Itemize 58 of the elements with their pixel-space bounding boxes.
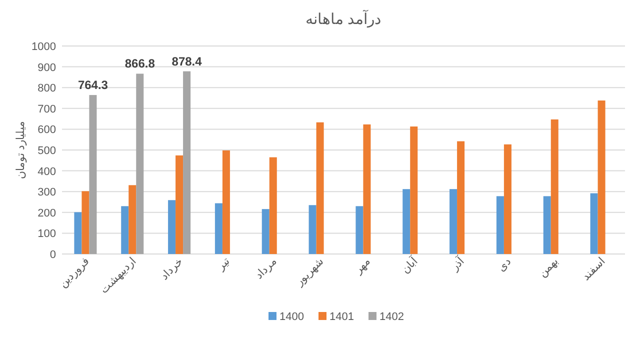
bar bbox=[89, 95, 97, 254]
y-tick-label: 0 bbox=[50, 249, 56, 261]
y-tick-label: 400 bbox=[38, 166, 56, 178]
x-tick-label: شهریور bbox=[292, 256, 326, 289]
x-tick-label: دی bbox=[495, 256, 514, 274]
bar bbox=[262, 209, 270, 254]
x-tick-label: مهر bbox=[352, 256, 374, 277]
y-tick-label: 200 bbox=[38, 207, 56, 220]
bar bbox=[176, 155, 184, 254]
chart-title: درآمد ماهانه bbox=[305, 10, 382, 28]
bar bbox=[74, 212, 82, 254]
bar bbox=[356, 206, 364, 254]
y-tick-label: 800 bbox=[38, 82, 56, 95]
y-tick-label: 500 bbox=[38, 145, 56, 157]
bar bbox=[598, 100, 606, 254]
bar bbox=[82, 191, 90, 254]
bar bbox=[214, 203, 222, 254]
bar bbox=[450, 189, 458, 254]
bar bbox=[308, 205, 316, 254]
x-tick-label: بهمن bbox=[536, 256, 561, 280]
bar bbox=[121, 206, 129, 254]
bar bbox=[590, 193, 598, 254]
bar bbox=[269, 157, 277, 254]
y-tick-label: 100 bbox=[38, 228, 56, 240]
x-tick-label: آبان bbox=[398, 254, 421, 276]
bar bbox=[550, 119, 558, 254]
x-tick-label: اردیبهشت bbox=[98, 256, 138, 296]
bar bbox=[496, 196, 504, 254]
x-tick-label: آذر bbox=[448, 254, 468, 274]
data-label: 866.8 bbox=[124, 56, 156, 71]
x-tick-label: مرداد bbox=[253, 256, 280, 282]
y-axis-title: میلیارد تومان bbox=[15, 120, 27, 180]
bar bbox=[543, 196, 551, 254]
bar bbox=[457, 141, 465, 254]
y-tick-label: 1000 bbox=[32, 41, 56, 53]
legend-label: 1401 bbox=[330, 311, 354, 323]
bar bbox=[410, 126, 418, 254]
legend-label: 1400 bbox=[280, 311, 304, 323]
x-tick-label: تیر bbox=[214, 256, 232, 274]
bar bbox=[504, 144, 512, 254]
bar bbox=[183, 71, 191, 254]
bar bbox=[316, 122, 324, 254]
bar bbox=[222, 150, 230, 254]
x-tick-label: خرداد bbox=[158, 256, 186, 283]
y-tick-label: 600 bbox=[38, 124, 56, 136]
x-tick-label: اسفند bbox=[580, 256, 608, 284]
x-tick-label: فروردین bbox=[56, 256, 92, 290]
y-tick-label: 900 bbox=[38, 62, 56, 74]
data-label: 878.4 bbox=[172, 54, 202, 68]
data-label: 764.3 bbox=[78, 78, 108, 92]
bar bbox=[402, 189, 410, 254]
bar bbox=[168, 200, 176, 254]
bar bbox=[128, 185, 136, 254]
legend-label: 1402 bbox=[380, 311, 404, 323]
y-tick-label: 700 bbox=[38, 103, 56, 116]
y-tick-label: 300 bbox=[38, 186, 56, 199]
bar bbox=[136, 74, 144, 254]
bar bbox=[363, 124, 371, 254]
